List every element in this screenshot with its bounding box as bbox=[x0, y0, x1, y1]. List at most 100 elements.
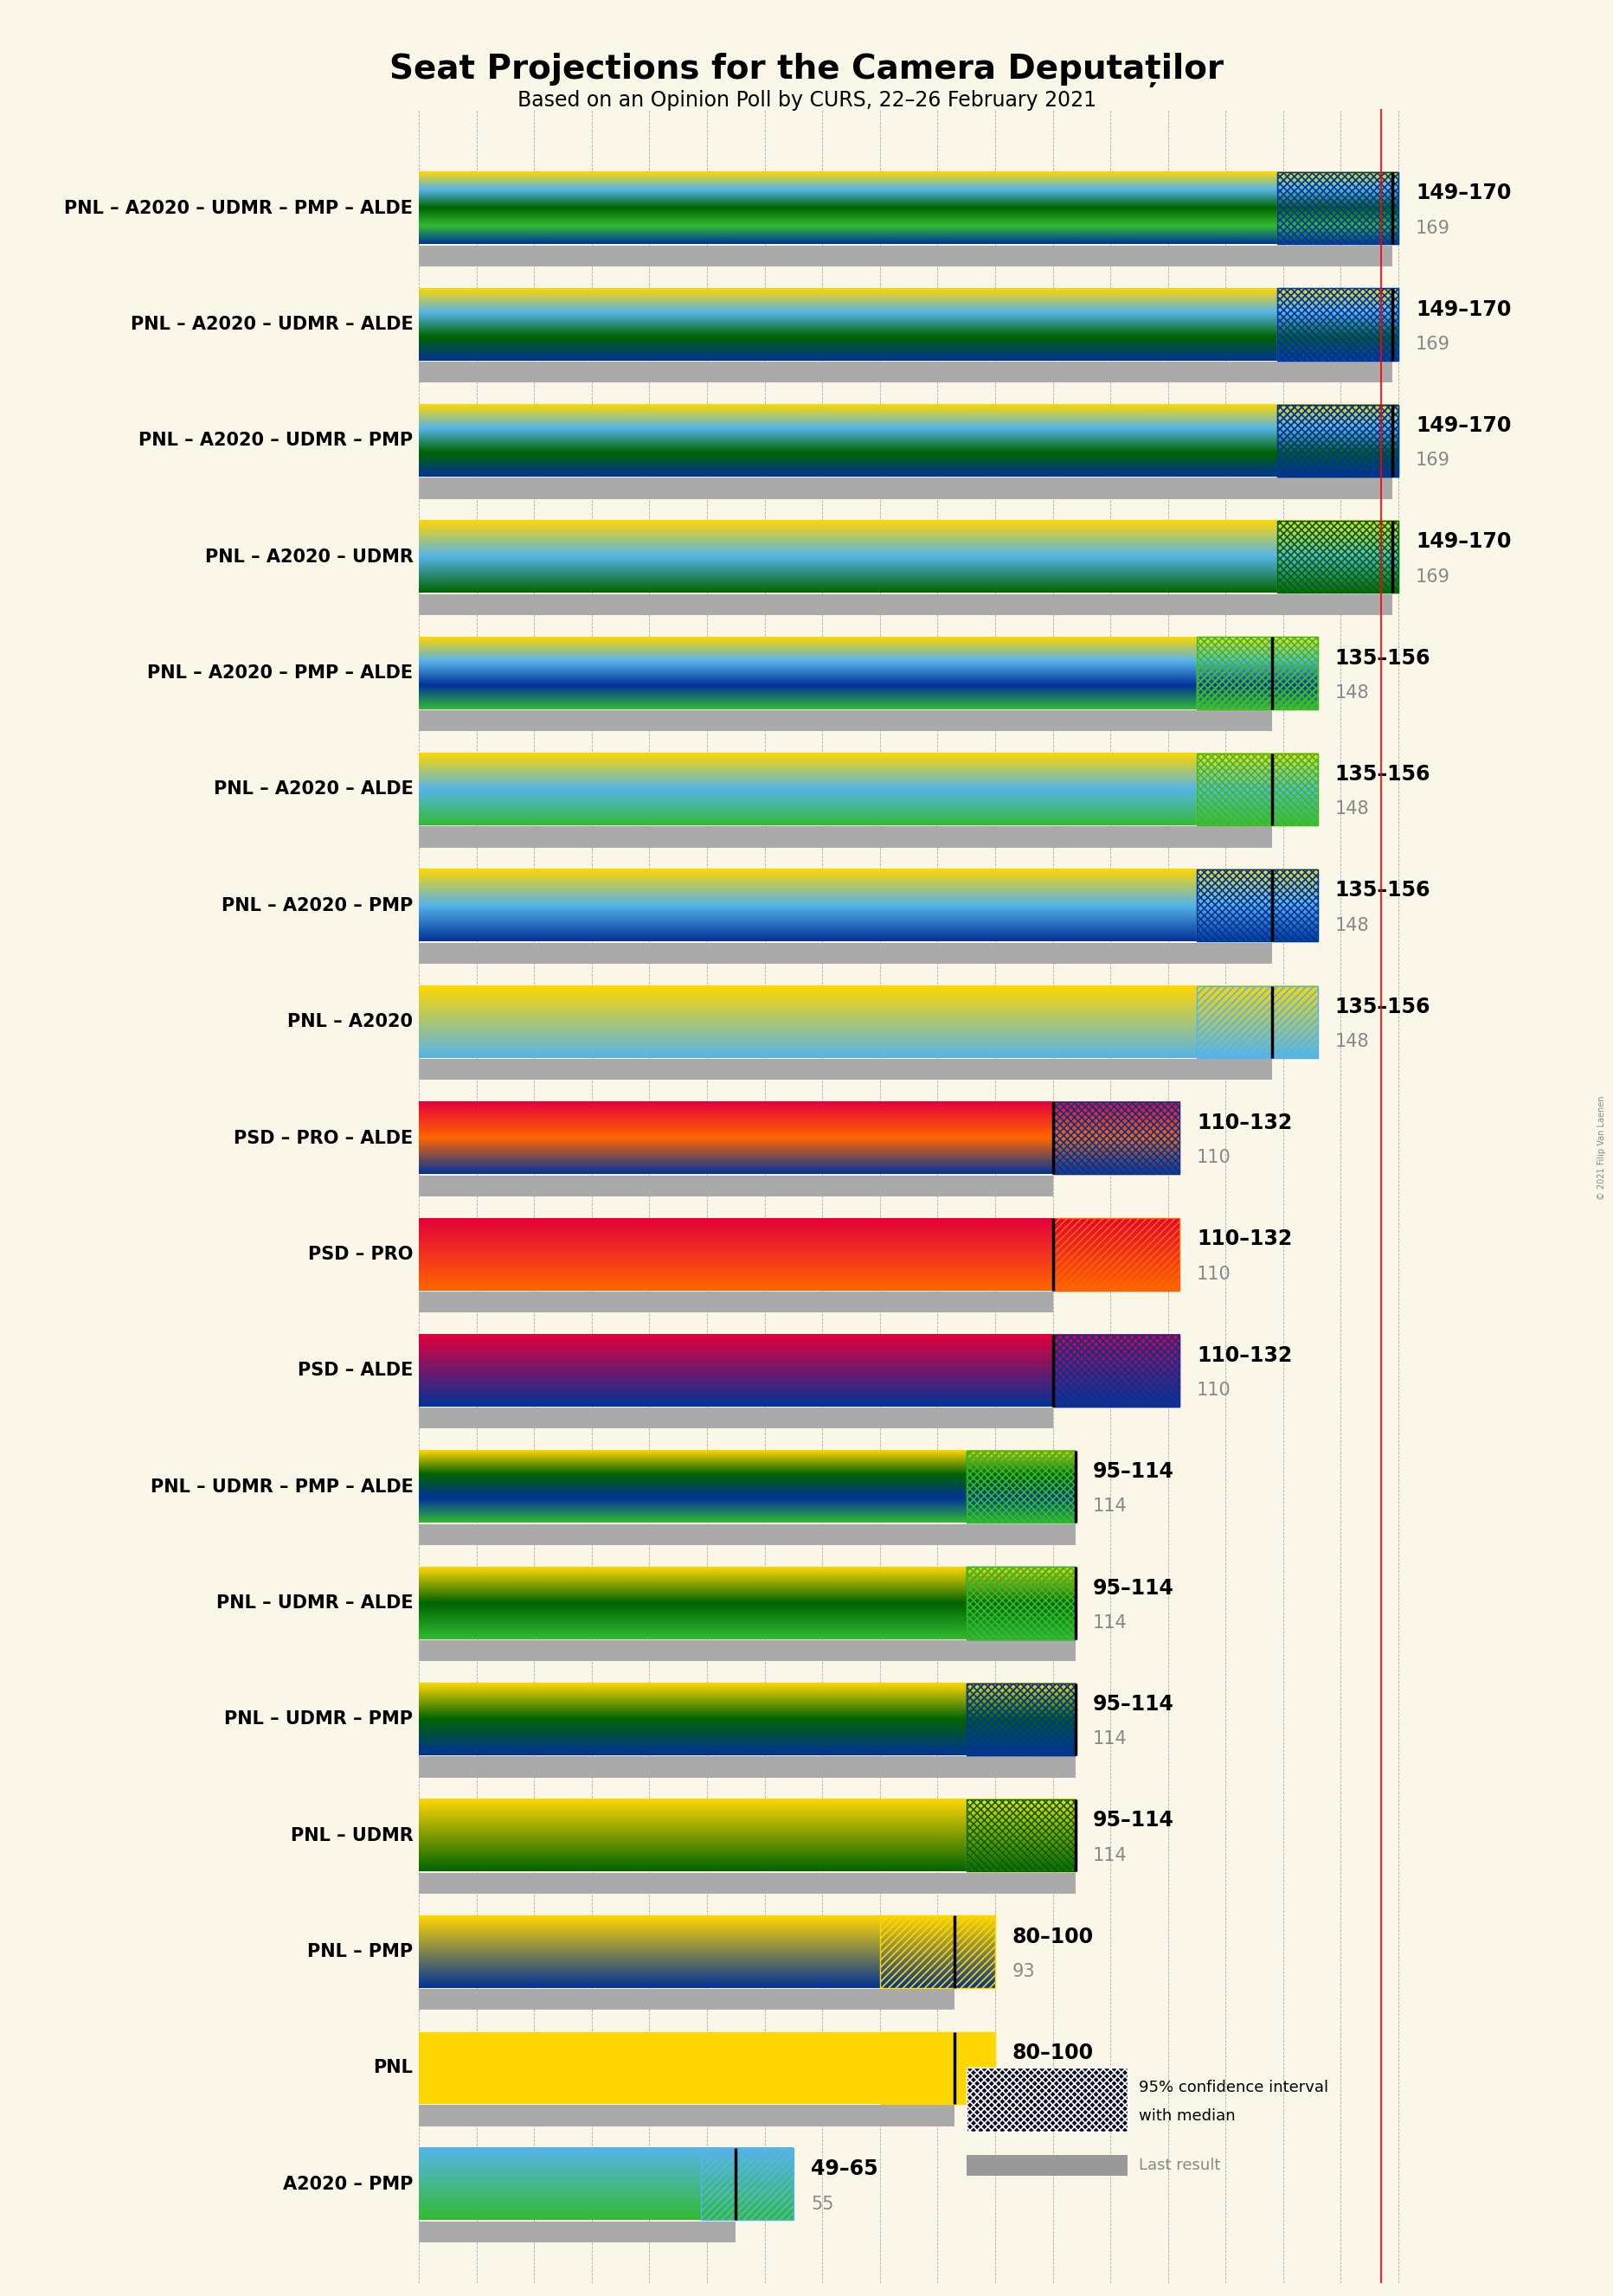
Text: 110–132: 110–132 bbox=[1197, 1114, 1292, 1134]
Bar bbox=[419, 246, 1392, 266]
Bar bbox=[1277, 404, 1398, 478]
Bar bbox=[1277, 404, 1398, 478]
Text: PNL – UDMR – ALDE: PNL – UDMR – ALDE bbox=[216, 1593, 413, 1612]
Text: PNL – A2020 – ALDE: PNL – A2020 – ALDE bbox=[213, 781, 413, 799]
Bar bbox=[1277, 521, 1398, 592]
Text: 169: 169 bbox=[1416, 335, 1450, 354]
Text: 135–156: 135–156 bbox=[1336, 647, 1431, 668]
Text: 169: 169 bbox=[1416, 220, 1450, 236]
Bar bbox=[966, 1683, 1076, 1756]
Bar bbox=[419, 2223, 736, 2243]
Text: 95–114: 95–114 bbox=[1094, 1694, 1174, 1715]
Text: PNL – A2020 – PMP: PNL – A2020 – PMP bbox=[221, 898, 413, 914]
Text: Last result: Last result bbox=[1139, 2158, 1221, 2174]
Bar bbox=[966, 1566, 1076, 1639]
Text: 55: 55 bbox=[811, 2195, 834, 2213]
Bar bbox=[966, 1451, 1076, 1522]
Text: 95–114: 95–114 bbox=[1094, 1809, 1174, 1830]
Bar bbox=[879, 2032, 995, 2103]
Text: PNL – A2020 – UDMR – PMP – ALDE: PNL – A2020 – UDMR – PMP – ALDE bbox=[65, 200, 413, 216]
Bar bbox=[419, 2105, 955, 2126]
Text: 114: 114 bbox=[1094, 1497, 1127, 1515]
Text: 148: 148 bbox=[1336, 684, 1369, 703]
Bar bbox=[419, 1058, 1271, 1079]
Bar bbox=[966, 2156, 1127, 2177]
Bar bbox=[419, 1988, 955, 2009]
Text: PSD – ALDE: PSD – ALDE bbox=[298, 1362, 413, 1380]
Text: PNL: PNL bbox=[374, 2060, 413, 2076]
Bar bbox=[1277, 289, 1398, 360]
Text: 114: 114 bbox=[1094, 1731, 1127, 1747]
Bar bbox=[966, 1566, 1076, 1639]
Text: PNL – UDMR – PMP: PNL – UDMR – PMP bbox=[224, 1711, 413, 1729]
Bar bbox=[1053, 1102, 1179, 1173]
Text: PNL – UDMR – PMP – ALDE: PNL – UDMR – PMP – ALDE bbox=[150, 1479, 413, 1495]
Text: 149–170: 149–170 bbox=[1416, 298, 1511, 319]
Text: 110: 110 bbox=[1197, 1150, 1231, 1166]
Text: 95–114: 95–114 bbox=[1094, 1577, 1174, 1598]
Text: PNL – A2020 – UDMR – PMP: PNL – A2020 – UDMR – PMP bbox=[139, 432, 413, 450]
Bar bbox=[419, 827, 1271, 847]
Bar bbox=[702, 2149, 794, 2220]
Text: PNL – A2020 – PMP – ALDE: PNL – A2020 – PMP – ALDE bbox=[147, 664, 413, 682]
Bar bbox=[966, 1800, 1076, 1871]
Bar bbox=[1197, 636, 1318, 709]
Text: 135–156: 135–156 bbox=[1336, 765, 1431, 785]
Bar bbox=[1277, 172, 1398, 243]
Text: Seat Projections for the Camera Deputaților: Seat Projections for the Camera Deputați… bbox=[389, 53, 1224, 87]
Bar bbox=[419, 595, 1392, 615]
Text: 169: 169 bbox=[1416, 452, 1450, 468]
Bar bbox=[419, 363, 1392, 383]
Text: 95–114: 95–114 bbox=[1094, 1460, 1174, 1483]
Bar bbox=[419, 1293, 1053, 1313]
Text: 110–132: 110–132 bbox=[1197, 1228, 1292, 1249]
Bar bbox=[966, 1800, 1076, 1871]
Text: PSD – PRO – ALDE: PSD – PRO – ALDE bbox=[234, 1130, 413, 1146]
Bar bbox=[1197, 985, 1318, 1058]
Text: 93: 93 bbox=[1013, 2080, 1036, 2096]
Text: 135–156: 135–156 bbox=[1336, 996, 1431, 1017]
Text: 135–156: 135–156 bbox=[1336, 879, 1431, 900]
Bar bbox=[966, 2069, 1127, 2133]
Bar bbox=[1053, 1334, 1179, 1407]
Bar bbox=[419, 1525, 1076, 1545]
Text: PNL – A2020 – UDMR – ALDE: PNL – A2020 – UDMR – ALDE bbox=[131, 317, 413, 333]
Bar bbox=[1053, 1219, 1179, 1290]
Text: 148: 148 bbox=[1336, 916, 1369, 934]
Bar bbox=[419, 1756, 1076, 1777]
Bar bbox=[419, 1407, 1053, 1428]
Text: PNL – A2020: PNL – A2020 bbox=[287, 1013, 413, 1031]
Bar bbox=[966, 1683, 1076, 1756]
Text: 149–170: 149–170 bbox=[1416, 416, 1511, 436]
Text: 148: 148 bbox=[1336, 801, 1369, 817]
Text: 149–170: 149–170 bbox=[1416, 184, 1511, 204]
Bar bbox=[419, 1874, 1076, 1894]
Bar bbox=[879, 1915, 995, 1988]
Bar bbox=[1277, 289, 1398, 360]
Text: Based on an Opinion Poll by CURS, 22–26 February 2021: Based on an Opinion Poll by CURS, 22–26 … bbox=[518, 90, 1095, 110]
Text: PNL – PMP: PNL – PMP bbox=[308, 1942, 413, 1961]
Bar bbox=[1197, 753, 1318, 827]
Text: A2020 – PMP: A2020 – PMP bbox=[282, 2177, 413, 2193]
Bar bbox=[879, 2032, 995, 2103]
Text: 114: 114 bbox=[1094, 1846, 1127, 1864]
Bar bbox=[419, 709, 1271, 730]
Bar bbox=[1277, 172, 1398, 243]
Text: 80–100: 80–100 bbox=[1013, 2043, 1094, 2064]
Text: © 2021 Filip Van Laenen: © 2021 Filip Van Laenen bbox=[1597, 1095, 1607, 1201]
Bar bbox=[1053, 1334, 1179, 1407]
Bar bbox=[1197, 870, 1318, 941]
Bar bbox=[1197, 636, 1318, 709]
Text: 93: 93 bbox=[1013, 1963, 1036, 1979]
Bar bbox=[1277, 521, 1398, 592]
Bar bbox=[419, 478, 1392, 498]
Text: 110–132: 110–132 bbox=[1197, 1345, 1292, 1366]
Text: PNL – A2020 – UDMR: PNL – A2020 – UDMR bbox=[205, 549, 413, 565]
Bar bbox=[1197, 753, 1318, 827]
Text: 149–170: 149–170 bbox=[1416, 530, 1511, 553]
Text: 110: 110 bbox=[1197, 1382, 1231, 1398]
Text: PNL – UDMR: PNL – UDMR bbox=[290, 1828, 413, 1844]
Text: 148: 148 bbox=[1336, 1033, 1369, 1049]
Text: PSD – PRO: PSD – PRO bbox=[308, 1247, 413, 1263]
Bar bbox=[966, 1451, 1076, 1522]
